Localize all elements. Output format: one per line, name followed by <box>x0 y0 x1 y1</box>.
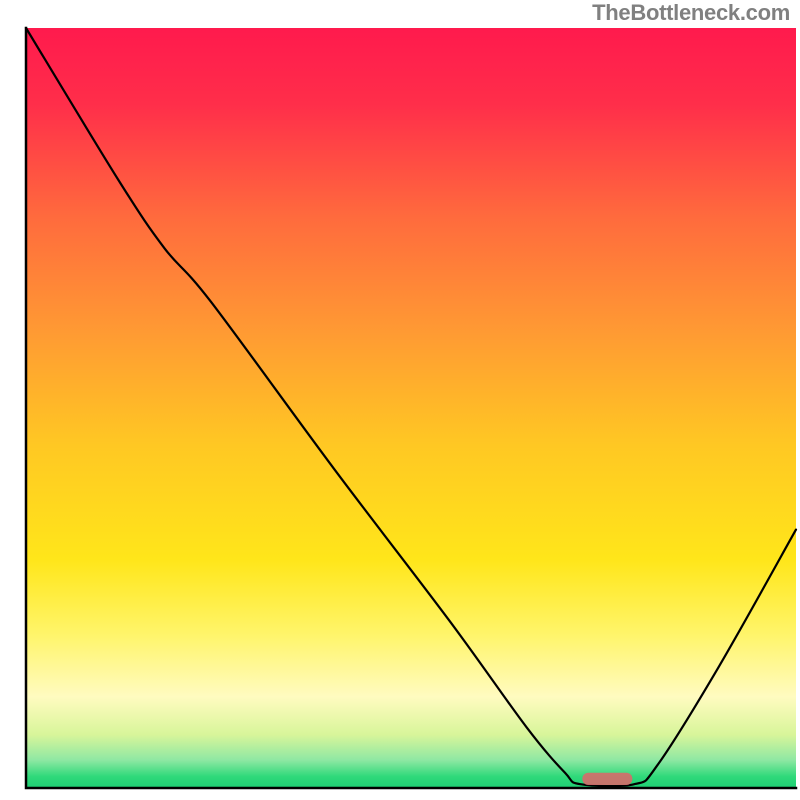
optimal-marker <box>582 773 632 785</box>
bottleneck-chart <box>0 0 800 800</box>
watermark-text: TheBottleneck.com <box>592 0 790 26</box>
gradient-background <box>26 28 796 788</box>
chart-container: TheBottleneck.com <box>0 0 800 800</box>
